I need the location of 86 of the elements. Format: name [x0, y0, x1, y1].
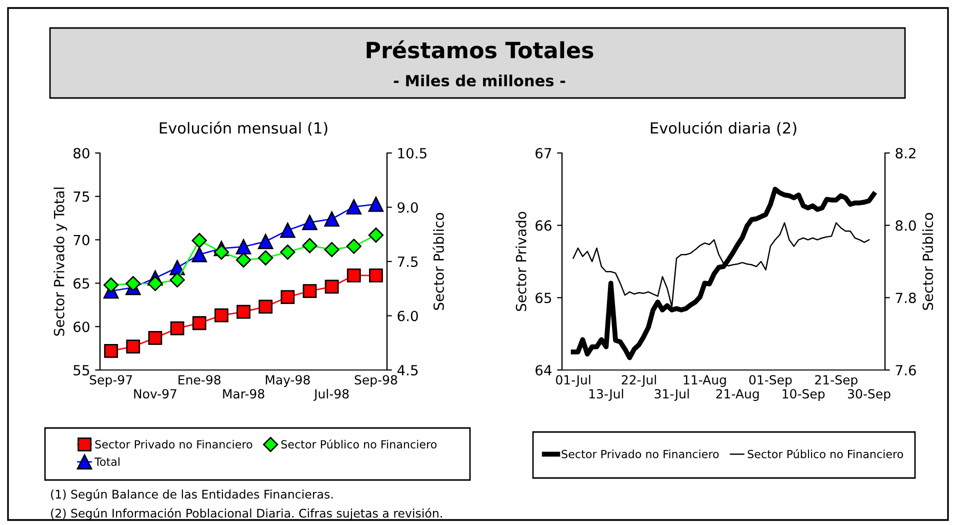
point: [236, 304, 250, 319]
point: [214, 308, 228, 322]
point: [258, 234, 274, 250]
x-tick-label: 11-Aug: [684, 375, 726, 387]
point: [346, 199, 362, 214]
point: [302, 284, 317, 298]
point: [368, 228, 384, 243]
point: [302, 238, 318, 254]
y2-tick-label: 6.0: [398, 310, 418, 322]
chart-title: Evolución mensual (1): [160, 121, 328, 136]
point: [280, 222, 296, 238]
point: [103, 277, 119, 293]
point: [236, 252, 252, 268]
point: [126, 276, 141, 292]
y2-axis-title: Sector Público: [432, 212, 444, 310]
y2-tick-label: 9.0: [398, 202, 418, 213]
point: [369, 268, 383, 282]
x-tick-label: Jul-98: [313, 388, 349, 401]
y-tick-label: 65: [74, 278, 90, 289]
x-tick-label: 30-Sep: [848, 389, 890, 401]
x-tick-label: Ene-98: [178, 375, 220, 385]
x-tick-label: Sep-98: [354, 375, 398, 387]
text: Préstamos Totales: [366, 40, 594, 58]
x-tick-label: Nov-97: [134, 389, 176, 399]
point: [236, 239, 252, 254]
x-tick-label: May-98: [266, 375, 310, 387]
point: [192, 232, 207, 248]
point: [148, 276, 163, 292]
point: [280, 290, 295, 304]
text: - Miles de millones -: [394, 74, 566, 86]
x-tick-label: 21-Sep: [815, 375, 858, 387]
point: [368, 196, 384, 212]
point: [214, 244, 229, 260]
chart-title: Evolución diaria (2): [650, 121, 796, 136]
legend-label: Sector Público no Financiero: [748, 449, 904, 458]
y-tick-label: 60: [74, 322, 90, 332]
point: [192, 316, 206, 330]
y-tick-label: 67: [536, 148, 552, 158]
legend-label: Sector Privado no Financiero: [95, 440, 252, 449]
point: [302, 214, 318, 230]
text: (2) Según Información Poblacional Diaria. Cifras sujetas a revisión.: [51, 508, 442, 520]
y-axis-title: Sector Privado: [516, 212, 526, 311]
x-tick-label: 01-Jul: [556, 374, 590, 387]
point: [192, 246, 207, 262]
point: [258, 300, 273, 314]
y2-tick-label: 8.2: [896, 148, 916, 158]
point: [280, 244, 296, 260]
point: [104, 344, 118, 358]
y-axis-title: Sector Privado y Total: [54, 188, 68, 336]
x-tick-label: 10-Sep: [782, 389, 825, 401]
y2-axis-title: Sector Público: [922, 212, 934, 310]
point: [346, 238, 362, 254]
legend-label: Sector Público no Financiero: [281, 439, 437, 449]
x-tick-label: 21-Aug: [716, 389, 759, 401]
x-tick-label: 31-Jul: [654, 388, 689, 401]
text: (1) Según Balance de las Entidades Financieras.: [51, 489, 333, 501]
line-series: [570, 186, 876, 360]
y-tick-label: 70: [74, 234, 90, 246]
point: [346, 268, 361, 282]
point: [170, 272, 185, 288]
x-tick-label: 22-Jul: [622, 374, 656, 387]
y2-tick-label: 7.8: [896, 292, 916, 304]
y-tick-label: 66: [536, 220, 552, 231]
point: [324, 242, 340, 258]
x-tick-label: Sep-97: [90, 375, 132, 387]
y-tick-label: 75: [74, 192, 90, 202]
y-tick-label: 65: [536, 292, 552, 304]
y-tick-label: 55: [74, 365, 90, 376]
y2-tick-label: 8.0: [896, 220, 916, 231]
y-tick-label: 80: [74, 148, 90, 158]
point: [324, 211, 340, 227]
y2-tick-label: 10.5: [398, 148, 426, 158]
y2-tick-label: 4.5: [397, 365, 418, 376]
legend-label: Sector Privado no Financiero: [562, 450, 719, 458]
y2-tick-label: 7.5: [398, 256, 418, 267]
x-tick-label: Mar-98: [223, 389, 264, 399]
x-tick-label: 13-Jul: [589, 388, 624, 401]
point: [324, 280, 339, 294]
point: [258, 250, 274, 266]
y2-tick-label: 7.6: [896, 364, 916, 376]
point: [170, 321, 184, 336]
point: [148, 330, 162, 345]
legend-label: Total: [94, 457, 120, 466]
point: [126, 340, 140, 354]
y-tick-label: 64: [536, 364, 552, 376]
x-tick-label: 01-Sep: [749, 375, 792, 387]
